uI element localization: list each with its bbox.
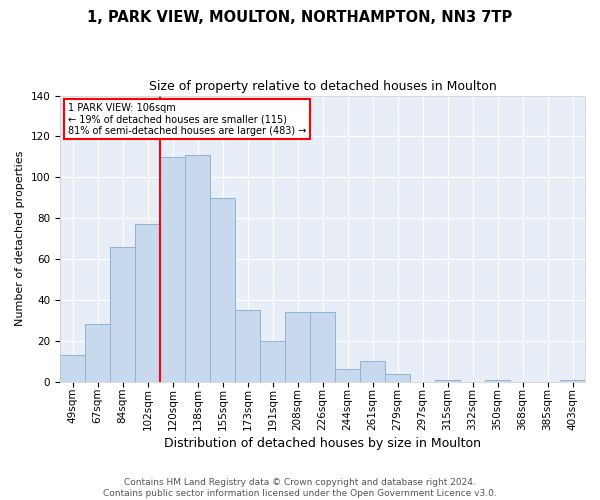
Bar — [360, 361, 385, 382]
Bar — [560, 380, 585, 382]
Bar — [310, 312, 335, 382]
Bar — [135, 224, 160, 382]
Bar — [60, 355, 85, 382]
Text: 1 PARK VIEW: 106sqm
← 19% of detached houses are smaller (115)
81% of semi-detac: 1 PARK VIEW: 106sqm ← 19% of detached ho… — [68, 102, 306, 136]
Bar — [160, 157, 185, 382]
Bar — [385, 374, 410, 382]
Bar — [85, 324, 110, 382]
Bar — [185, 155, 210, 382]
Bar — [235, 310, 260, 382]
Bar — [485, 380, 510, 382]
Bar — [335, 370, 360, 382]
X-axis label: Distribution of detached houses by size in Moulton: Distribution of detached houses by size … — [164, 437, 481, 450]
Bar — [210, 198, 235, 382]
Bar — [285, 312, 310, 382]
Bar — [110, 247, 135, 382]
Bar — [260, 341, 285, 382]
Bar — [435, 380, 460, 382]
Title: Size of property relative to detached houses in Moulton: Size of property relative to detached ho… — [149, 80, 496, 93]
Text: Contains HM Land Registry data © Crown copyright and database right 2024.
Contai: Contains HM Land Registry data © Crown c… — [103, 478, 497, 498]
Text: 1, PARK VIEW, MOULTON, NORTHAMPTON, NN3 7TP: 1, PARK VIEW, MOULTON, NORTHAMPTON, NN3 … — [88, 10, 512, 25]
Y-axis label: Number of detached properties: Number of detached properties — [15, 151, 25, 326]
